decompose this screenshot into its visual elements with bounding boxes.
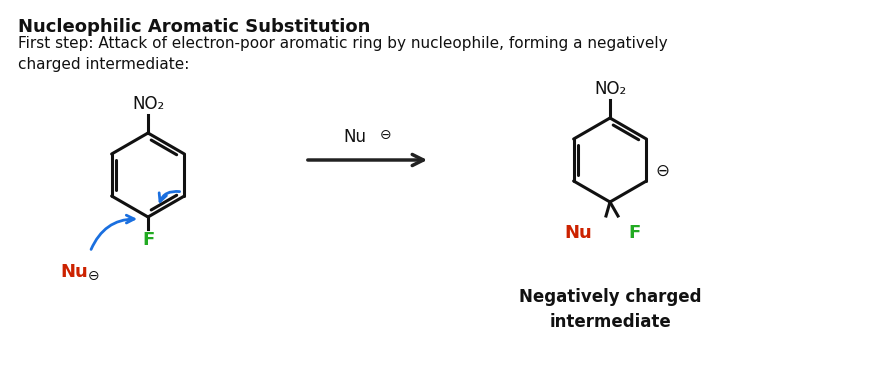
Text: NO₂: NO₂: [594, 80, 626, 98]
Text: ⊖: ⊖: [88, 269, 99, 283]
Text: Nucleophilic Aromatic Substitution: Nucleophilic Aromatic Substitution: [18, 18, 371, 36]
FancyArrowPatch shape: [91, 215, 134, 249]
Text: ⊖: ⊖: [656, 162, 670, 180]
Text: Nu: Nu: [564, 224, 592, 242]
Text: Negatively charged
intermediate: Negatively charged intermediate: [519, 288, 701, 331]
FancyArrowPatch shape: [160, 191, 180, 201]
Text: Nu: Nu: [60, 263, 88, 281]
Text: F: F: [142, 231, 154, 249]
Text: ⊖: ⊖: [380, 128, 392, 142]
Text: Nu: Nu: [344, 128, 366, 146]
Text: NO₂: NO₂: [132, 95, 164, 113]
Text: First step: Attack of electron-poor aromatic ring by nucleophile, forming a nega: First step: Attack of electron-poor arom…: [18, 36, 668, 72]
Text: F: F: [628, 224, 640, 242]
